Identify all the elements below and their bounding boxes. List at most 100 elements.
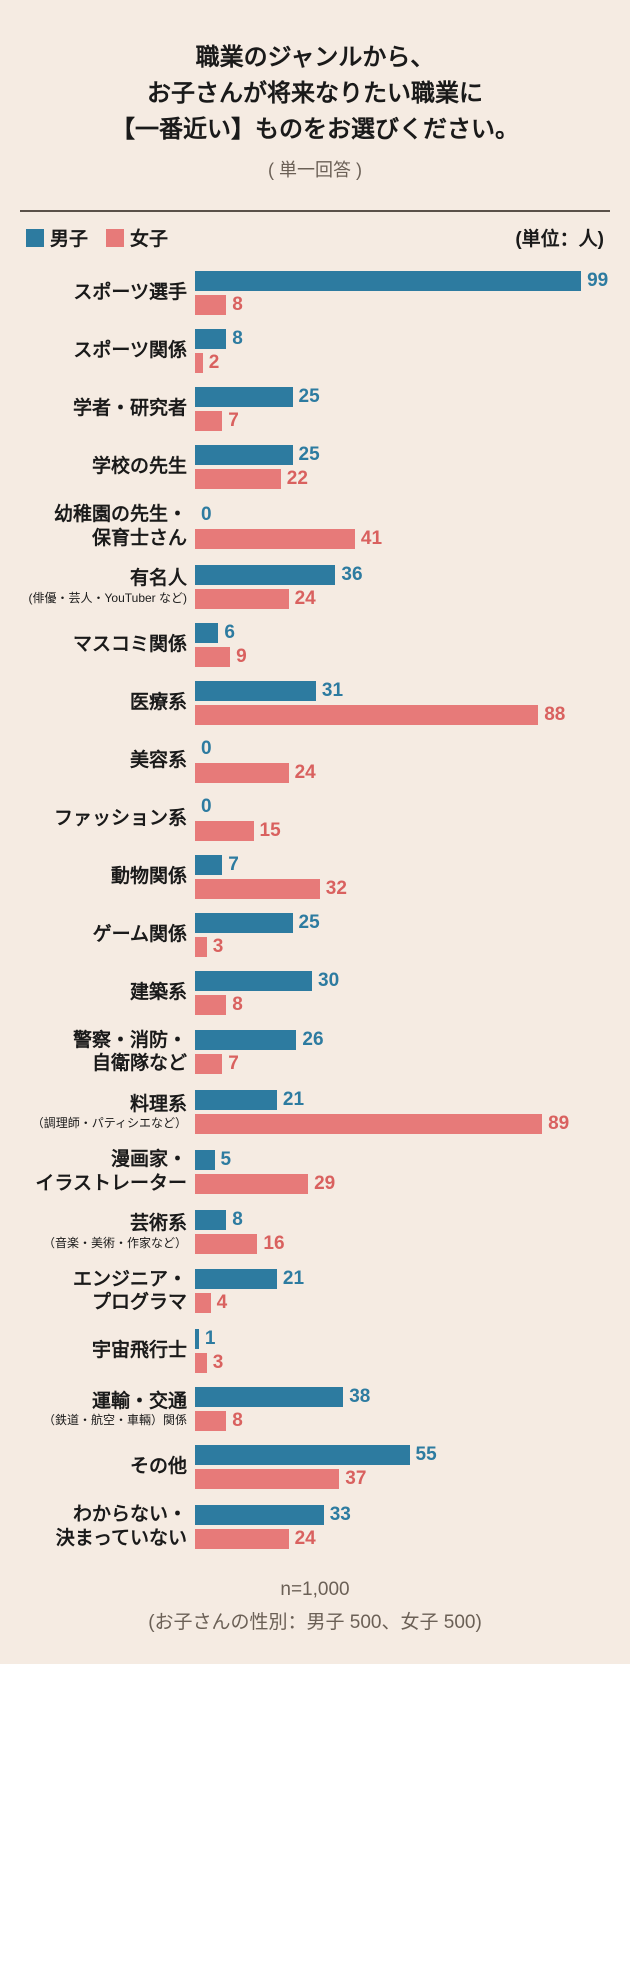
female-bar — [195, 529, 355, 549]
category-row: 建築系 30 8 — [20, 971, 610, 1015]
bars-col: 5 29 — [195, 1150, 610, 1194]
female-value: 29 — [314, 1173, 335, 1195]
male-bar-line: 38 — [195, 1387, 610, 1407]
female-bar-line: 88 — [195, 705, 610, 725]
bars-col: 257 — [195, 387, 610, 431]
female-bar-line: 2 — [195, 353, 610, 373]
category-label: 美容系 — [20, 749, 187, 773]
bars-col: 388 — [195, 1387, 610, 1431]
female-bar — [195, 1174, 308, 1194]
category-label: 料理系 — [20, 1093, 187, 1117]
category-row: スポーツ関係82 — [20, 329, 610, 373]
female-bar-line: 3 — [195, 1353, 610, 1373]
male-bar-line: 55 — [195, 1445, 610, 1465]
female-bar — [195, 1469, 339, 1489]
male-value: 36 — [341, 564, 362, 586]
female-value: 24 — [295, 588, 316, 610]
category-row: 料理系（調理師・パティシエなど）2189 — [20, 1090, 610, 1134]
female-value: 22 — [287, 468, 308, 490]
male-bar-line: 31 — [195, 681, 610, 701]
category-label: 宇宙飛行士 — [20, 1339, 187, 1363]
female-value: 2 — [209, 352, 220, 374]
female-bar-line: 24 — [195, 589, 610, 609]
female-bar — [195, 1529, 289, 1549]
female-value: 88 — [544, 704, 565, 726]
female-bar — [195, 705, 538, 725]
category-row: 有名人(俳優・芸人・YouTuber など)3624 — [20, 565, 610, 609]
male-bar-line: 25 — [195, 913, 610, 933]
category-label-col: 医療系 — [20, 691, 195, 715]
male-bar — [195, 1505, 324, 1525]
male-value: 8 — [232, 328, 243, 350]
male-value: 26 — [302, 1029, 323, 1051]
male-bar-line: 25 — [195, 387, 610, 407]
bars-col: 015 — [195, 797, 610, 841]
legend-label: 女子 — [130, 224, 168, 251]
category-label-col: スポーツ選手 — [20, 281, 195, 305]
male-bar-line: 25 — [195, 445, 610, 465]
category-label: 動物関係 — [20, 865, 187, 889]
category-label-col: 芸術系（音楽・美術・作家など） — [20, 1212, 195, 1251]
female-bar — [195, 763, 289, 783]
category-label: 芸術系 — [20, 1212, 187, 1236]
legend-swatch — [26, 229, 44, 247]
female-bar — [195, 589, 289, 609]
female-bar — [195, 411, 222, 431]
category-row: 学者・研究者257 — [20, 387, 610, 431]
category-label: 幼稚園の先生・保育士さん — [20, 503, 187, 551]
category-label: マスコミ関係 — [20, 633, 187, 657]
female-value: 32 — [326, 878, 347, 900]
bars-col: 214 — [195, 1269, 610, 1313]
female-value: 7 — [228, 1053, 239, 1075]
male-bar — [195, 565, 335, 585]
male-value: 0 — [201, 796, 212, 818]
bars-col: 5537 — [195, 1445, 610, 1489]
female-bar — [195, 1411, 226, 1431]
male-bar-line: 8 — [195, 329, 610, 349]
male-bar — [195, 1090, 277, 1110]
bars-col: 816 — [195, 1210, 610, 1254]
category-sublabel: （音楽・美術・作家など） — [20, 1236, 187, 1251]
female-value: 7 — [228, 410, 239, 432]
category-row: 幼稚園の先生・保育士さん041 — [20, 503, 610, 551]
category-row: マスコミ関係69 — [20, 623, 610, 667]
female-bar — [195, 469, 281, 489]
male-bar-line: 30 — [195, 971, 610, 991]
female-value: 37 — [345, 1468, 366, 1490]
category-label: 建築系 — [20, 981, 187, 1005]
category-label: わからない・決まっていない — [20, 1503, 187, 1551]
category-label: 学校の先生 — [20, 455, 187, 479]
legend-swatch — [106, 229, 124, 247]
female-bar-line: 8 — [195, 995, 610, 1015]
male-value: 99 — [587, 270, 608, 292]
male-value: 8 — [232, 1209, 243, 1231]
female-bar — [195, 1054, 222, 1074]
male-bar — [195, 623, 218, 643]
category-row: ゲーム関係253 — [20, 913, 610, 957]
female-bar-line: 16 — [195, 1234, 610, 1254]
category-label: エンジニア・プログラマ — [20, 1268, 187, 1316]
category-label: 運輸・交通 — [20, 1390, 187, 1414]
bars-col: 7 32 — [195, 855, 610, 899]
category-row: エンジニア・プログラマ214 — [20, 1268, 610, 1316]
male-bar-line: 7 — [195, 855, 610, 875]
category-row: 学校の先生 25 22 — [20, 445, 610, 489]
bars-col: 998 — [195, 271, 610, 315]
male-value: 7 — [228, 854, 239, 876]
category-label-col: 漫画家・イラストレーター — [20, 1148, 195, 1196]
male-bar — [195, 971, 312, 991]
female-bar — [195, 1114, 542, 1134]
category-row: その他5537 — [20, 1445, 610, 1489]
female-bar — [195, 1293, 211, 1313]
male-bar-line: 8 — [195, 1210, 610, 1230]
male-value: 25 — [299, 912, 320, 934]
female-value: 8 — [232, 1410, 243, 1432]
category-label-col: 警察・消防・自衛隊など — [20, 1029, 195, 1077]
category-row: 漫画家・イラストレーター 5 29 — [20, 1148, 610, 1196]
category-label: 漫画家・イラストレーター — [20, 1148, 187, 1196]
female-bar-line: 8 — [195, 1411, 610, 1431]
female-bar — [195, 647, 230, 667]
category-label-col: エンジニア・プログラマ — [20, 1268, 195, 1316]
category-label-col: 運輸・交通（鉄道・航空・車輛）関係 — [20, 1390, 195, 1429]
male-value: 5 — [221, 1149, 232, 1171]
